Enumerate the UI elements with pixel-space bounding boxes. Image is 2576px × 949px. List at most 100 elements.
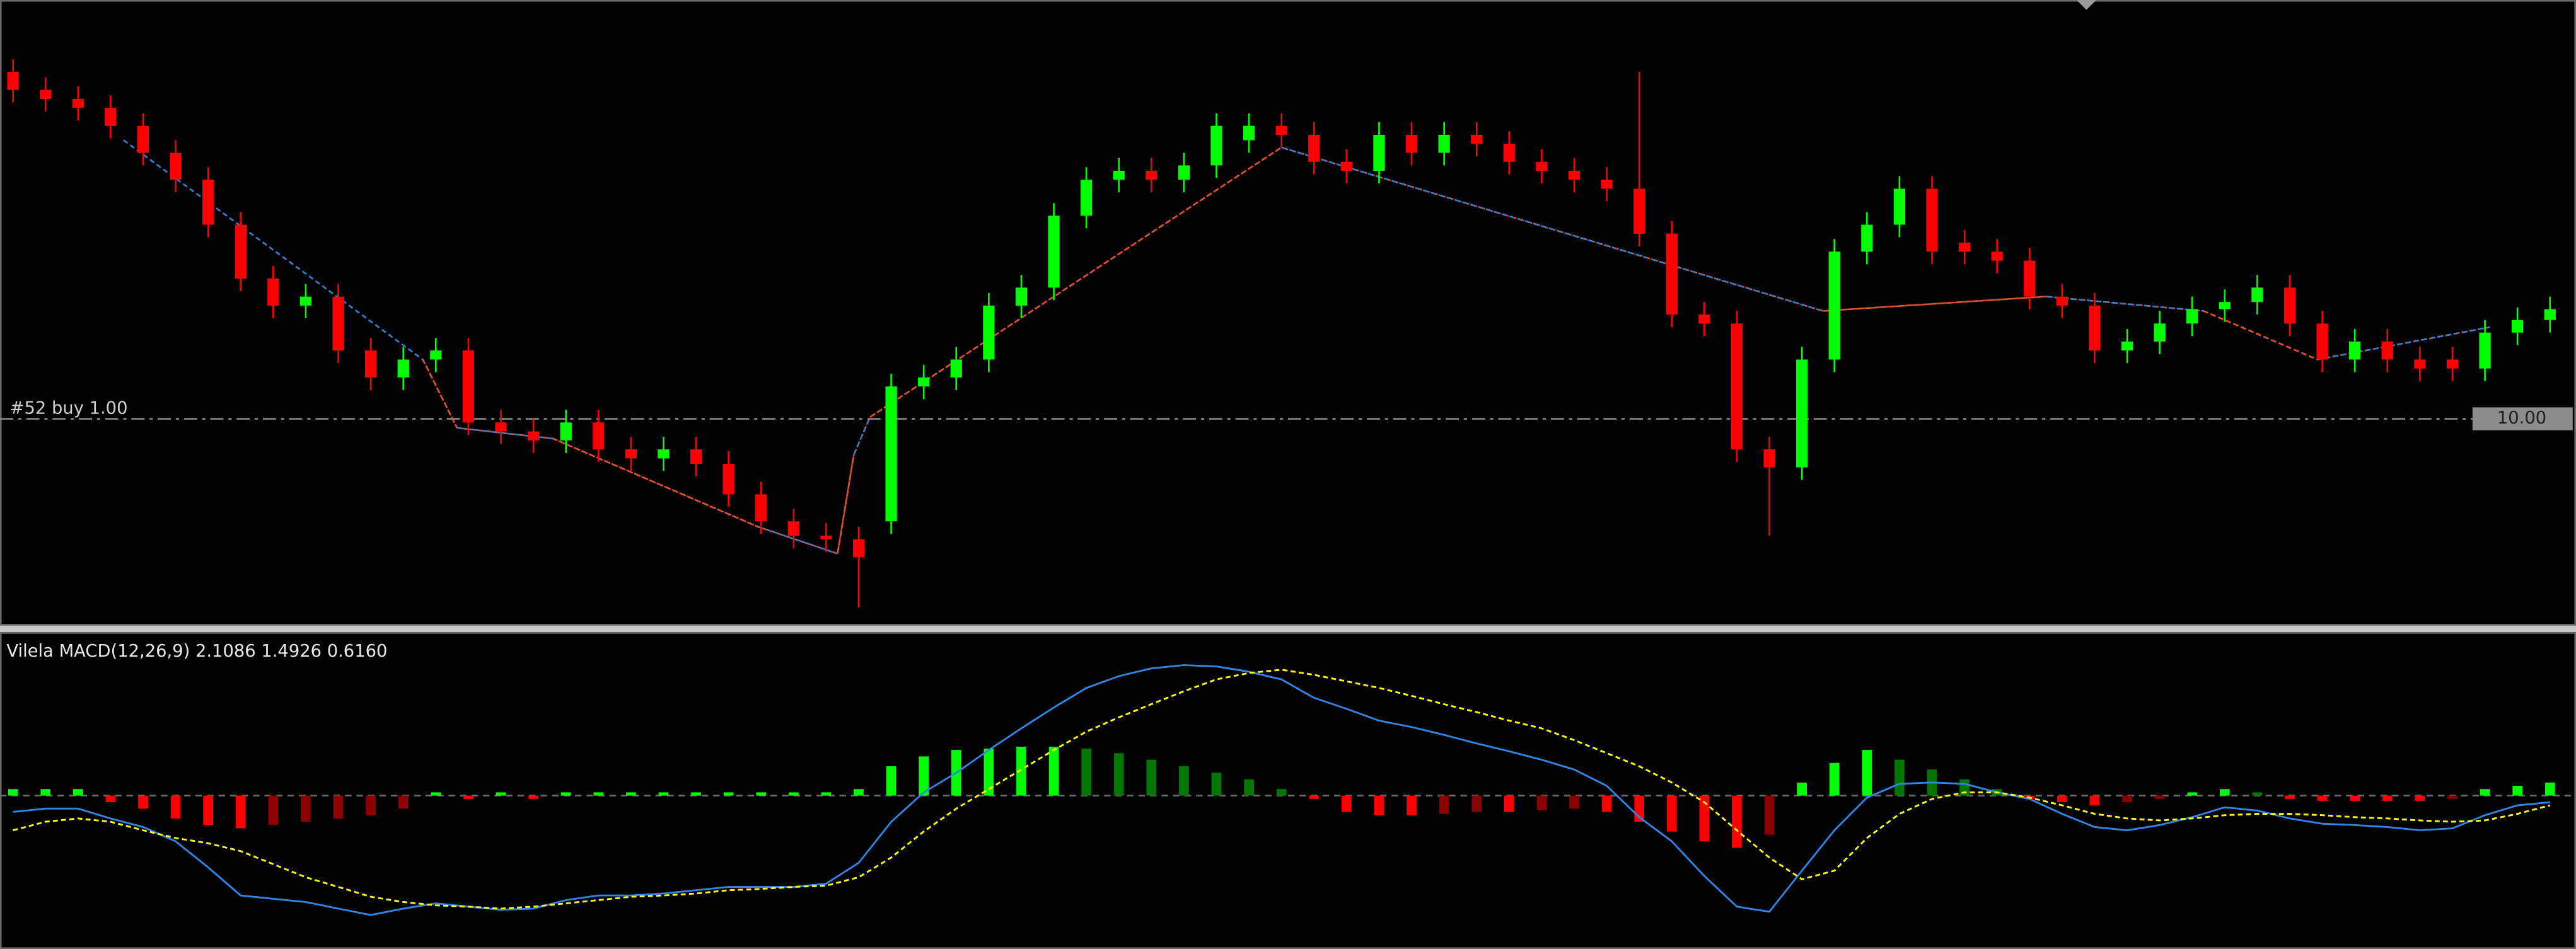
histogram-bar bbox=[723, 792, 734, 796]
histogram-bar bbox=[1862, 750, 1872, 796]
candle-body bbox=[2446, 359, 2459, 369]
candle-body bbox=[1926, 188, 1938, 252]
histogram-bar bbox=[1894, 759, 1905, 796]
histogram-bar bbox=[1504, 795, 1514, 812]
histogram-bar bbox=[1016, 746, 1026, 796]
candle-body bbox=[332, 296, 344, 351]
candle-body bbox=[1698, 314, 1710, 324]
candle-body bbox=[1210, 125, 1222, 166]
macd-line bbox=[13, 664, 2550, 916]
candle-body bbox=[755, 494, 767, 522]
candle-body bbox=[1178, 165, 1190, 180]
trend-segment bbox=[853, 417, 871, 456]
histogram-bar bbox=[1764, 795, 1775, 835]
candle-body bbox=[2349, 341, 2361, 360]
candle-body bbox=[1633, 188, 1645, 234]
candle-body bbox=[625, 449, 637, 459]
candle-body bbox=[1991, 251, 2003, 261]
histogram-bar bbox=[170, 795, 181, 819]
histogram-bar bbox=[626, 792, 636, 796]
histogram-bar bbox=[40, 789, 51, 796]
order-label: #52 buy 1.00 bbox=[10, 399, 128, 418]
histogram-bar bbox=[1471, 795, 1482, 812]
trend-segment bbox=[1281, 146, 1824, 312]
candle-body bbox=[1503, 144, 1515, 162]
histogram-bar bbox=[1113, 753, 1124, 796]
candle-body bbox=[787, 521, 799, 536]
histogram-bar bbox=[2447, 795, 2457, 799]
candle-body bbox=[1471, 134, 1483, 144]
candle-body bbox=[820, 536, 832, 539]
candle-body bbox=[1731, 323, 1743, 450]
macd-layer: Vilela MACD(12,26,9) 2.1086 1.4926 0.616… bbox=[0, 641, 2576, 916]
histogram-bar bbox=[73, 789, 83, 796]
histogram-bar bbox=[1309, 795, 1320, 799]
histogram-bar bbox=[1244, 779, 1254, 796]
histogram-bar bbox=[854, 789, 864, 796]
histogram-bar bbox=[301, 795, 311, 822]
candle-body bbox=[267, 279, 279, 306]
candle-body bbox=[137, 125, 149, 153]
candle-body bbox=[1438, 134, 1450, 153]
histogram-bar bbox=[1569, 795, 1579, 809]
histogram-bar bbox=[2317, 795, 2328, 801]
trend-segment bbox=[2045, 296, 2204, 312]
candle-body bbox=[2414, 359, 2426, 369]
candle-body bbox=[1275, 125, 1287, 135]
histogram-bar bbox=[2089, 795, 2100, 806]
histogram-bar bbox=[2220, 789, 2230, 796]
histogram-bar bbox=[593, 792, 604, 796]
histogram-bar bbox=[1211, 773, 1222, 796]
histogram-bar bbox=[366, 795, 376, 815]
candle-body bbox=[462, 350, 475, 423]
candle-body bbox=[1666, 233, 1678, 315]
candle-body bbox=[2316, 323, 2328, 360]
trend-segment bbox=[2203, 310, 2318, 360]
histogram-bar bbox=[8, 789, 18, 796]
candle-body bbox=[593, 422, 605, 450]
histogram-bar bbox=[398, 795, 409, 809]
price-panel-frame bbox=[0, 0, 2576, 626]
histogram-bar bbox=[1407, 795, 1417, 815]
candle-body bbox=[2251, 287, 2263, 302]
candle-body bbox=[527, 431, 540, 440]
scroll-marker[interactable] bbox=[2076, 0, 2097, 10]
candle-body bbox=[2381, 341, 2393, 360]
candle-body bbox=[1763, 449, 1775, 468]
histogram-bar bbox=[2285, 795, 2295, 799]
histogram-bar bbox=[1342, 795, 1352, 812]
histogram-bar bbox=[2057, 795, 2067, 802]
candle-body bbox=[495, 422, 507, 432]
histogram-bar bbox=[2350, 795, 2360, 801]
histogram-bar bbox=[2480, 789, 2490, 796]
candle-body bbox=[365, 350, 377, 378]
histogram-bar bbox=[528, 795, 538, 799]
candle-body bbox=[170, 152, 182, 180]
candle-body bbox=[2479, 332, 2491, 369]
candle-body bbox=[1601, 180, 1613, 189]
histogram-bar bbox=[691, 792, 701, 796]
histogram-bar bbox=[1276, 789, 1287, 796]
candle-body bbox=[1828, 251, 1840, 360]
candle-body bbox=[658, 449, 670, 459]
candle-body bbox=[885, 386, 897, 522]
histogram-bar bbox=[1081, 749, 1091, 796]
candle-body bbox=[40, 89, 52, 99]
histogram-bar bbox=[1146, 759, 1157, 796]
histogram-bar bbox=[560, 792, 571, 796]
histogram-bar bbox=[2544, 782, 2555, 796]
candle-body bbox=[1568, 170, 1581, 180]
candle-body bbox=[1048, 216, 1060, 288]
histogram-bar bbox=[105, 795, 116, 802]
histogram-bar bbox=[1048, 746, 1059, 796]
price-tag: 10.00 bbox=[2497, 408, 2546, 428]
candle-body bbox=[2024, 260, 2036, 297]
candle-body bbox=[1113, 170, 1125, 180]
histogram-bar bbox=[658, 792, 669, 796]
histogram-bar bbox=[1374, 795, 1384, 815]
trend-segment bbox=[757, 526, 838, 555]
panel-separator[interactable] bbox=[0, 625, 2576, 633]
histogram-bar bbox=[983, 749, 994, 796]
candle-body bbox=[722, 463, 734, 495]
histogram-bar bbox=[2382, 795, 2393, 801]
